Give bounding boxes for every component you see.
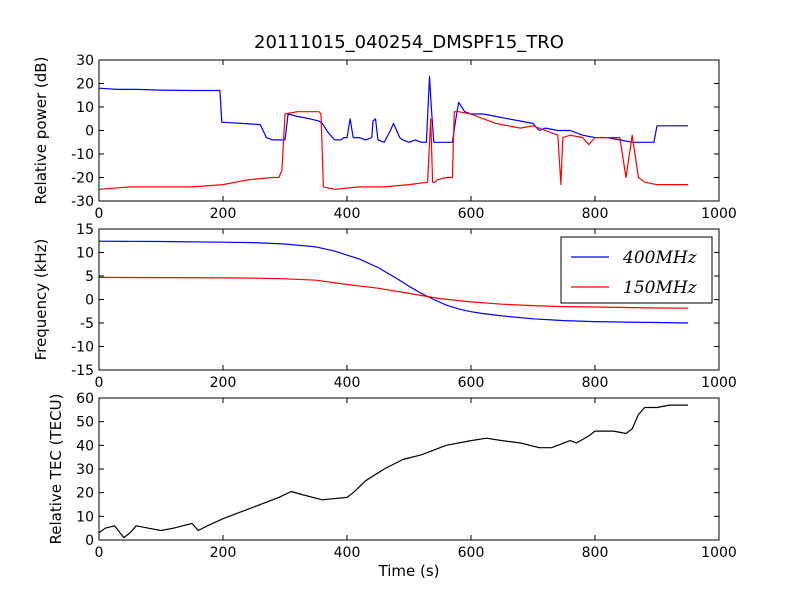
panel-3-ytick-label: 60: [76, 391, 94, 407]
panel-3-ytick-label: 0: [85, 533, 94, 549]
panel-3-ytick-label: 30: [76, 462, 94, 478]
panel-2-ytick-label: 15: [76, 222, 94, 238]
panel-2-legend: 400MHz 150MHz: [560, 236, 713, 304]
panel-1-ytick-label: 10: [76, 100, 94, 116]
panel-1-xtick-label: 0: [95, 206, 104, 222]
panel-3: 0 200 400 600 800 1000 0 10 20 30 40 50 60 Relative T…: [47, 391, 737, 580]
panel-3-xtick-label: 800: [582, 545, 609, 561]
panel-2-xtick-label: 200: [210, 375, 237, 391]
panel-2-ytick-label: 0: [85, 293, 94, 309]
panel-3-xlabel: Time (s): [378, 562, 440, 580]
panel-1-xtick-label: 800: [582, 206, 609, 222]
panel-3-xtick-label: 1000: [701, 545, 737, 561]
panel-2-ylabel: Frequency (kHz): [32, 239, 50, 361]
panel-1-frame: [98, 59, 720, 202]
panel-1-ytick-label: -30: [71, 194, 94, 210]
panel-3-xtick-label: 0: [95, 545, 104, 561]
panel-1-xtick-label: 200: [210, 206, 237, 222]
panel-3-ytick-label: 10: [76, 509, 94, 525]
panel-1-ytick-label: -20: [71, 171, 94, 187]
panel-3-ylabel: Relative TEC (TECU): [47, 394, 65, 545]
panel-1: 0 200 400 600 800 1000 -30 -20 -10 0 10 20 30 Relativ…: [32, 53, 737, 222]
panel-2-ytick-label: -15: [71, 363, 94, 379]
panel-1-ytick-label: -10: [71, 147, 94, 163]
figure-title: 20111015_040254_DMSPF15_TRO: [254, 32, 564, 53]
panel-2-xtick-label: 400: [334, 375, 361, 391]
legend-box: [560, 236, 713, 304]
panel-3-series-1-line: [99, 404, 688, 539]
panel-3-ytick-label: 50: [76, 415, 94, 431]
panel-2-ytick-label: -5: [80, 316, 94, 332]
panel-2-ytick-label: 10: [76, 246, 94, 262]
panel-1-xtick-label: 1000: [701, 206, 737, 222]
panel-2-xtick-label: 0: [95, 375, 104, 391]
panel-2-xtick-label: 600: [458, 375, 485, 391]
panel-1-xtick-label: 400: [334, 206, 361, 222]
panel-3-xtick-label: 600: [458, 545, 485, 561]
panel-2-xtick-label: 800: [582, 375, 609, 391]
panel-1-ytick-label: 30: [76, 53, 94, 69]
panel-3-frame: [98, 397, 720, 541]
panel-2-ytick-label: -10: [71, 340, 94, 356]
panel-1-ylabel: Relative power (dB): [32, 57, 50, 205]
legend-label-1: 400MHz: [622, 248, 698, 268]
panel-2-ytick-label: 5: [85, 269, 94, 285]
panel-2: 0 200 400 600 800 1000 -15 -10 -5 0 5 10 15 Frequency…: [32, 222, 737, 391]
panel-3-ytick-label: 20: [76, 486, 94, 502]
panel-1-ytick-label: 20: [76, 77, 94, 93]
panel-2-series-2-line: [99, 276, 689, 309]
panel-1-series-1-line: [99, 75, 688, 143]
panel-3-ytick-label: 40: [76, 438, 94, 454]
panel-1-xtick-label: 600: [458, 206, 485, 222]
panel-3-xtick-label: 400: [334, 545, 361, 561]
panel-2-xtick-label: 1000: [701, 375, 737, 391]
panel-1-series-2-line: [99, 111, 688, 190]
panel-3-xtick-label: 200: [210, 545, 237, 561]
legend-label-2: 150MHz: [623, 278, 698, 298]
plots: 0 200 400 600 800 1000-30-20-100102030Relativ…: [32, 53, 737, 580]
panel-1-ytick-label: 0: [85, 124, 94, 140]
